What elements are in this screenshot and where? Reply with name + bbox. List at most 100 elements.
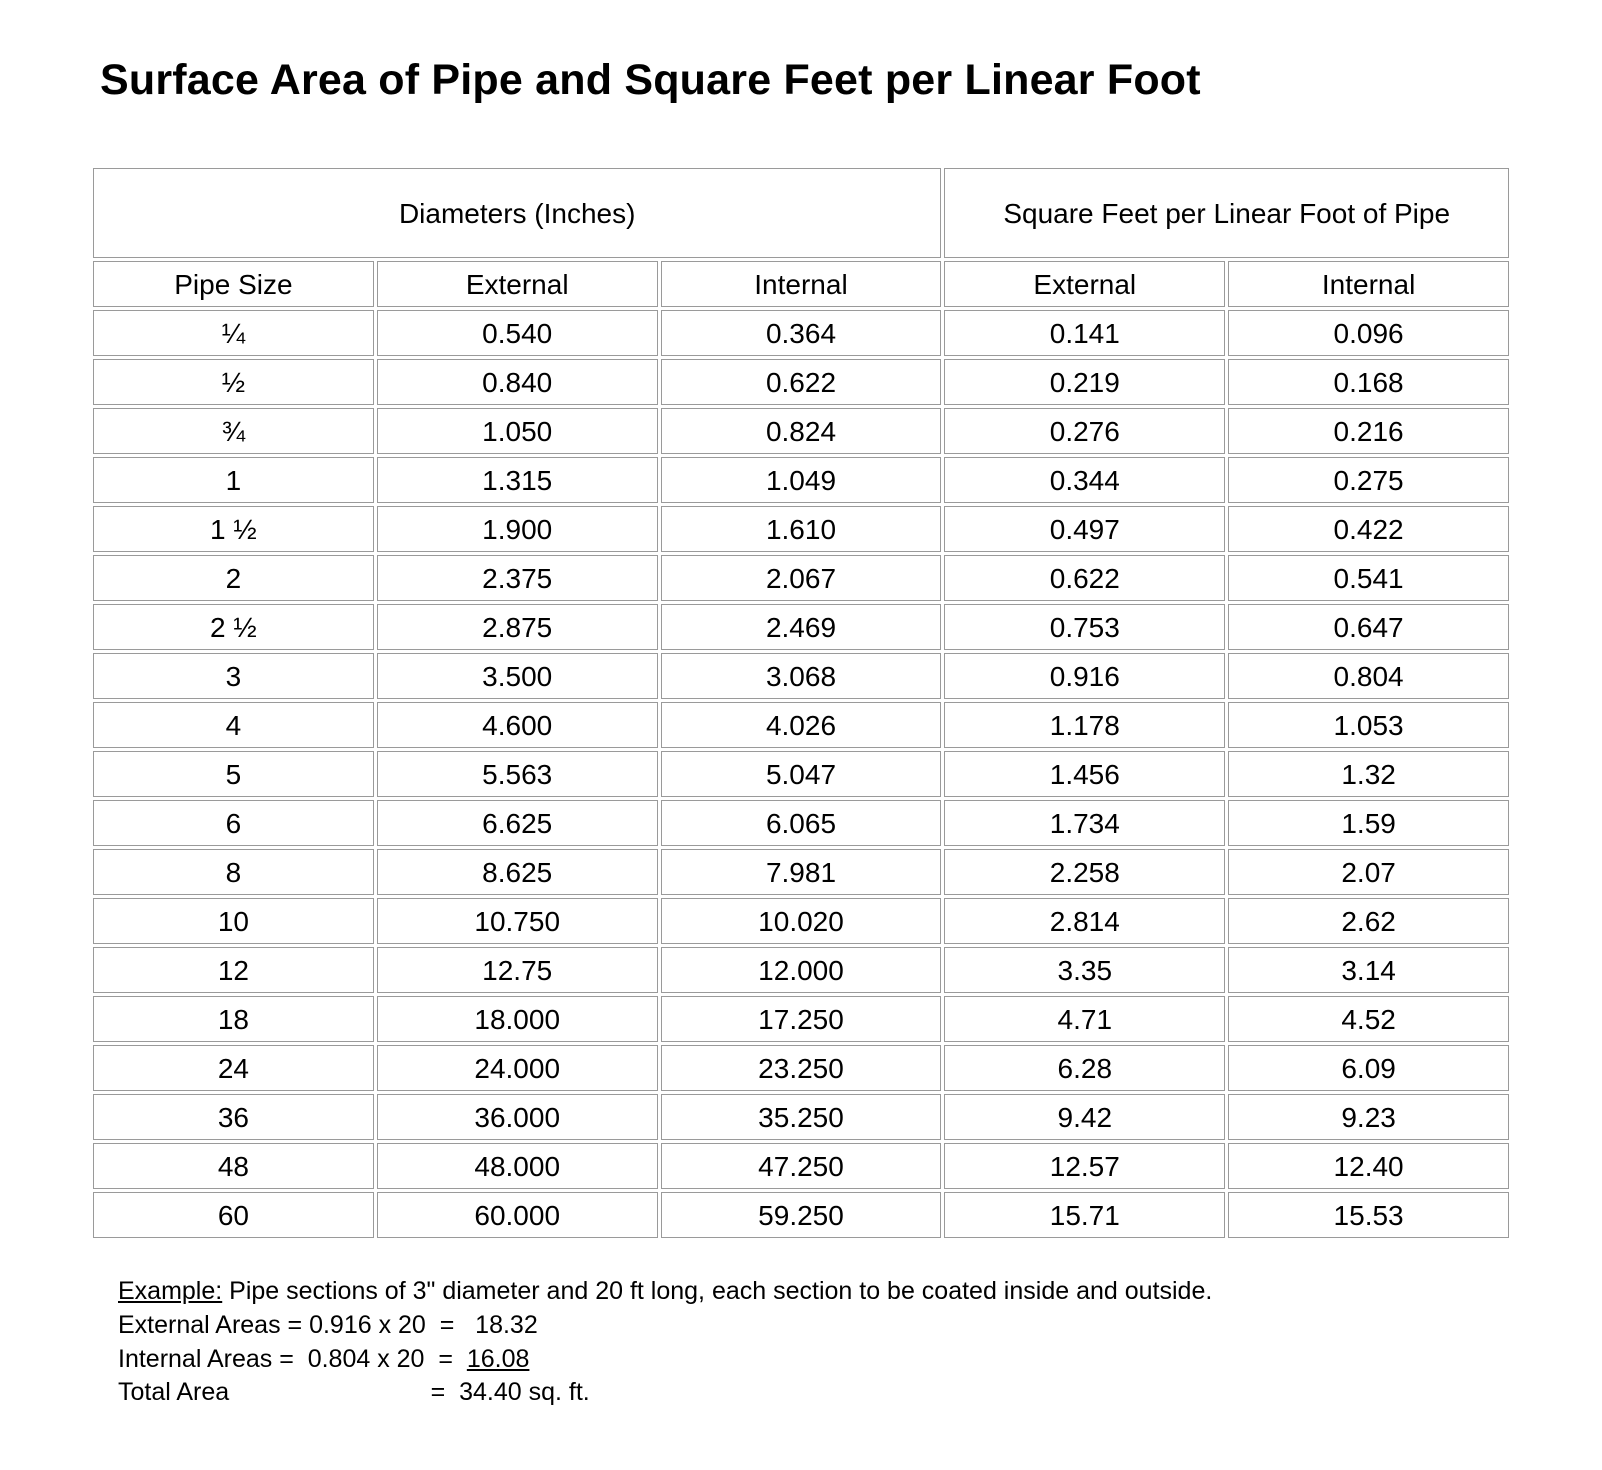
table-row: 1818.00017.2504.714.52	[93, 996, 1509, 1042]
table-cell: 1	[93, 457, 374, 503]
table-cell: 0.541	[1228, 555, 1509, 601]
table-row: 11.3151.0490.3440.275	[93, 457, 1509, 503]
table-cell: 10	[93, 898, 374, 944]
example-internal-value: 16.08	[467, 1345, 530, 1373]
table-row: 2424.00023.2506.286.09	[93, 1045, 1509, 1091]
table-cell: 47.250	[661, 1143, 942, 1189]
table-cell: 2.067	[661, 555, 942, 601]
table-cell: 0.497	[944, 506, 1225, 552]
example-internal-pre: Internal Areas = 0.804 x 20 =	[118, 1345, 467, 1373]
table-cell: 1.900	[377, 506, 658, 552]
table-row: 1212.7512.0003.353.14	[93, 947, 1509, 993]
example-total-unit: sq. ft.	[522, 1378, 590, 1406]
table-cell: 5.047	[661, 751, 942, 797]
table-cell: 0.344	[944, 457, 1225, 503]
table-row: ¾1.0500.8240.2760.216	[93, 408, 1509, 454]
page-title: Surface Area of Pipe and Square Feet per…	[100, 56, 1512, 105]
table-cell: 1.32	[1228, 751, 1509, 797]
table-cell: ½	[93, 359, 374, 405]
table-row: 55.5635.0471.4561.32	[93, 751, 1509, 797]
table-cell: 3.35	[944, 947, 1225, 993]
table-cell: 15.53	[1228, 1192, 1509, 1238]
table-cell: 15.71	[944, 1192, 1225, 1238]
table-cell: 3.068	[661, 653, 942, 699]
table-header: Diameters (Inches) Square Feet per Linea…	[93, 168, 1509, 307]
table-cell: 10.750	[377, 898, 658, 944]
table-cell: 10.020	[661, 898, 942, 944]
example-label: Example:	[118, 1277, 222, 1305]
table-cell: 2 ½	[93, 604, 374, 650]
table-cell: 36.000	[377, 1094, 658, 1140]
table-row: 1 ½1.9001.6100.4970.422	[93, 506, 1509, 552]
table-row: 2 ½2.8752.4690.7530.647	[93, 604, 1509, 650]
col-external-diameter: External	[377, 261, 658, 307]
table-cell: 60.000	[377, 1192, 658, 1238]
table-cell: 2.258	[944, 849, 1225, 895]
table-cell: 0.168	[1228, 359, 1509, 405]
table-row: 44.6004.0261.1781.053	[93, 702, 1509, 748]
table-row: 4848.00047.25012.5712.40	[93, 1143, 1509, 1189]
table-header-columns-row: Pipe Size External Internal External Int…	[93, 261, 1509, 307]
table-cell: 4	[93, 702, 374, 748]
table-cell: 0.219	[944, 359, 1225, 405]
table-cell: 0.622	[661, 359, 942, 405]
table-cell: 2.469	[661, 604, 942, 650]
table-cell: 0.540	[377, 310, 658, 356]
table-cell: 18	[93, 996, 374, 1042]
table-cell: ¾	[93, 408, 374, 454]
example-total-pre: Total Area =	[118, 1378, 459, 1406]
col-pipe-size: Pipe Size	[93, 261, 374, 307]
pipe-surface-area-table: Diameters (Inches) Square Feet per Linea…	[90, 165, 1512, 1241]
table-cell: 6.625	[377, 800, 658, 846]
table-cell: 1.315	[377, 457, 658, 503]
table-cell: 0.840	[377, 359, 658, 405]
table-cell: 48.000	[377, 1143, 658, 1189]
table-cell: 4.71	[944, 996, 1225, 1042]
table-row: 3636.00035.2509.429.23	[93, 1094, 1509, 1140]
table-cell: 24.000	[377, 1045, 658, 1091]
col-internal-diameter: Internal	[661, 261, 942, 307]
table-cell: 0.141	[944, 310, 1225, 356]
example-total-line: Total Area = 34.40 sq. ft.	[118, 1376, 1512, 1410]
table-cell: 0.647	[1228, 604, 1509, 650]
table-cell: 0.276	[944, 408, 1225, 454]
table-cell: 2.814	[944, 898, 1225, 944]
table-cell: 1 ½	[93, 506, 374, 552]
table-cell: 3.500	[377, 653, 658, 699]
table-cell: ¼	[93, 310, 374, 356]
table-cell: 1.610	[661, 506, 942, 552]
example-intro-line: Example: Pipe sections of 3" diameter an…	[118, 1275, 1512, 1309]
table-row: 1010.75010.0202.8142.62	[93, 898, 1509, 944]
table-cell: 9.23	[1228, 1094, 1509, 1140]
table-cell: 3.14	[1228, 947, 1509, 993]
table-cell: 59.250	[661, 1192, 942, 1238]
example-external-line: External Areas = 0.916 x 20 = 18.32	[118, 1309, 1512, 1343]
table-cell: 8.625	[377, 849, 658, 895]
table-cell: 12.75	[377, 947, 658, 993]
table-cell: 17.250	[661, 996, 942, 1042]
example-intro: Pipe sections of 3" diameter and 20 ft l…	[222, 1277, 1212, 1305]
table-cell: 2.07	[1228, 849, 1509, 895]
table-cell: 0.216	[1228, 408, 1509, 454]
table-cell: 2	[93, 555, 374, 601]
table-cell: 3	[93, 653, 374, 699]
example-block: Example: Pipe sections of 3" diameter an…	[118, 1275, 1512, 1410]
col-external-sqft: External	[944, 261, 1225, 307]
table-cell: 2.375	[377, 555, 658, 601]
table-cell: 48	[93, 1143, 374, 1189]
table-cell: 0.622	[944, 555, 1225, 601]
group-header-diameters: Diameters (Inches)	[93, 168, 941, 258]
table-cell: 12	[93, 947, 374, 993]
group-header-sqft: Square Feet per Linear Foot of Pipe	[944, 168, 1509, 258]
table-header-group-row: Diameters (Inches) Square Feet per Linea…	[93, 168, 1509, 258]
table-row: 88.6257.9812.2582.07	[93, 849, 1509, 895]
table-cell: 1.178	[944, 702, 1225, 748]
table-cell: 0.364	[661, 310, 942, 356]
table-cell: 0.275	[1228, 457, 1509, 503]
table-row: 33.5003.0680.9160.804	[93, 653, 1509, 699]
table-cell: 6.09	[1228, 1045, 1509, 1091]
table-body: ¼0.5400.3640.1410.096½0.8400.6220.2190.1…	[93, 310, 1509, 1238]
table-cell: 0.916	[944, 653, 1225, 699]
table-row: ¼0.5400.3640.1410.096	[93, 310, 1509, 356]
table-cell: 12.40	[1228, 1143, 1509, 1189]
